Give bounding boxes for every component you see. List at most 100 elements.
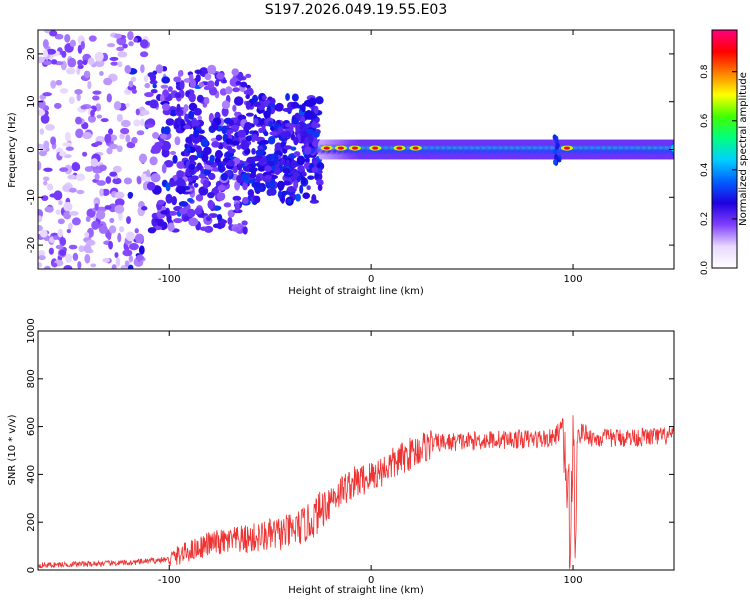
spectrogram-cell: [94, 141, 103, 146]
spectrogram-cell: [135, 254, 144, 261]
spectrogram-cell: [206, 216, 212, 222]
spectrogram-cell: [207, 64, 217, 75]
spectrogram-cell: [220, 172, 228, 181]
spectrogram-cell: [123, 177, 133, 185]
spectrogram-cell: [64, 131, 71, 142]
spectrogram-cell: [185, 147, 191, 152]
spectrogram-cell: [159, 94, 165, 102]
spectrogram-cell: [285, 93, 290, 101]
spectrogram-cell: [96, 210, 106, 220]
spectrogram-cell: [306, 111, 316, 120]
spectrogram-cell: [240, 81, 248, 88]
spectrogram-cell: [106, 147, 113, 155]
spectrogram-cell: [280, 142, 285, 148]
spectrogram-cell: [196, 94, 204, 103]
spectrogram-cell: [38, 262, 43, 268]
snr-panel: -100 0 100 0 200 400 600 800 1000 Height of str…: [7, 318, 675, 596]
spectrogram-cell: [114, 204, 125, 214]
spectrogram-cell: [236, 72, 244, 81]
spectrogram-cell: [236, 144, 242, 150]
spectrogram-cell: [295, 193, 301, 202]
spectrogram-cell: [102, 257, 110, 263]
spectrogram-cell: [39, 150, 47, 157]
page-title: S197.2026.049.19.55.E03: [264, 2, 448, 18]
spectrogram-y-ticks: -20 -10 0 10 20: [26, 48, 674, 253]
spectrogram-cell: [66, 229, 72, 234]
spectrogram-cell: [194, 69, 202, 75]
spectrogram-cell: [134, 228, 139, 234]
spectrogram-cell: [269, 131, 279, 136]
spectrogram-cell: [199, 226, 210, 231]
spectrogram-cell: [71, 162, 81, 172]
spectrogram-cell: [195, 145, 202, 154]
spectrogram-cell: [161, 148, 170, 158]
spectrogram-cell: [223, 202, 232, 208]
spectrogram-cell: [293, 172, 300, 178]
spectrogram-cell: [225, 138, 233, 145]
spectrogram-cell: [306, 185, 311, 191]
spectrogram-cell: [174, 118, 182, 123]
spectrogram-cell: [43, 60, 52, 66]
spectrogram-cell: [127, 30, 134, 41]
spectrogram-cell: [198, 173, 206, 179]
spectrogram-cell: [104, 133, 112, 144]
spectrogram-cell: [127, 191, 134, 199]
spectrogram-cell: [173, 218, 183, 224]
spectrogram-cell: [114, 198, 125, 207]
spectrogram-cell: [92, 90, 102, 95]
spectrogram-cell: [259, 139, 270, 145]
spectrogram-cell: [66, 67, 76, 75]
spectrogram-cell: [71, 217, 81, 226]
spectrogram-cell: [209, 154, 215, 164]
spectrogram-cell: [214, 149, 223, 159]
spectrogram-cell: [212, 123, 219, 131]
spectrogram-cell: [186, 208, 196, 218]
spectrogram-cell: [290, 159, 297, 169]
y-tick-label: 400: [26, 465, 37, 484]
spectrogram-cell: [39, 229, 48, 238]
spectrogram-cell: [215, 134, 223, 141]
spectrogram-cell: [314, 123, 321, 128]
spectrogram-cell: [130, 76, 137, 82]
spectrogram-cell: [301, 171, 307, 177]
spectrogram-cell: [412, 146, 419, 150]
spectrogram-cell: [160, 210, 169, 215]
x-tick-label: 100: [564, 274, 583, 285]
spectrogram-cell: [255, 149, 264, 157]
y-tick-label: -10: [26, 189, 37, 205]
spectrogram-cell: [83, 70, 91, 78]
spectrogram-cell: [131, 88, 137, 94]
spectrogram-cell: [232, 87, 240, 93]
spectrogram-cell: [337, 146, 344, 150]
spectrogram-cell: [173, 121, 180, 130]
spectrogram-cell: [396, 146, 403, 150]
spectrogram-cell: [45, 123, 55, 131]
spectrogram-cell: [249, 98, 256, 103]
spectrogram-cell: [113, 33, 122, 39]
spectrogram-cell: [83, 244, 92, 253]
spectrogram-cell: [304, 154, 311, 159]
spectrogram-cell: [216, 213, 223, 222]
spectrogram-cell: [168, 180, 177, 187]
spectrogram-cell: [42, 49, 49, 58]
spectrogram-cell: [270, 97, 276, 105]
spectrogram-cell: [142, 181, 148, 191]
spectrogram-cell: [50, 80, 57, 89]
spectrogram-cell: [99, 188, 104, 197]
colorbar-ticks: 0.0 0.2 0.4 0.6 0.8: [700, 64, 737, 275]
colorbar-tick-label: 0.8: [700, 64, 710, 79]
spectrogram-cell: [207, 199, 214, 210]
spectrogram-cell: [165, 182, 171, 192]
spectrogram-cell: [161, 140, 171, 151]
spectrogram-cell: [203, 169, 210, 175]
spectrogram-cell: [264, 174, 272, 180]
spectrogram-cell: [161, 163, 167, 174]
spectrogram-cell: [313, 105, 319, 115]
spectrogram-cell: [301, 176, 307, 185]
spectrogram-cell: [82, 131, 93, 140]
spectrogram-cell: [194, 207, 203, 215]
spectrogram-cell: [109, 217, 115, 224]
spectrogram-cell: [136, 130, 145, 136]
spectrogram-cell: [120, 119, 131, 128]
